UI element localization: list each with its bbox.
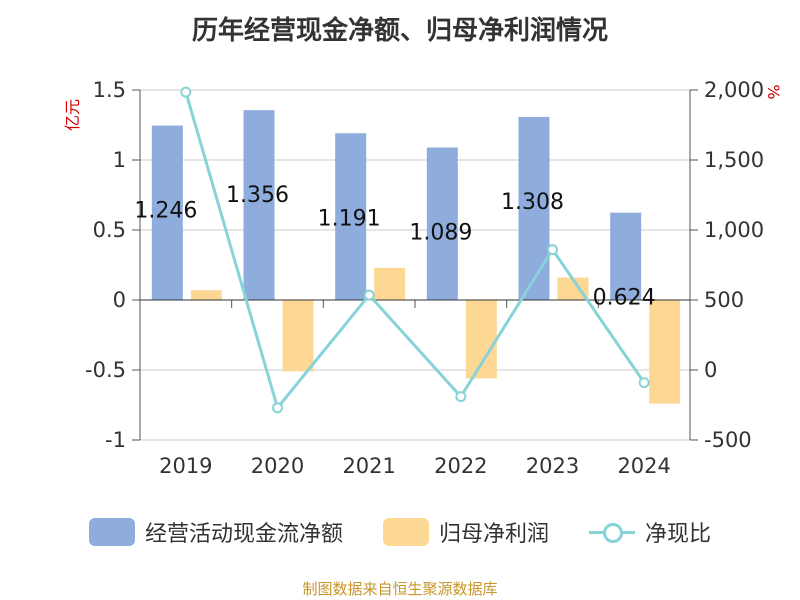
x-axis-tick-label-2022: 2022 [434, 454, 487, 478]
bar-ocf-2020 [243, 110, 275, 300]
bar-net-profit-2019 [190, 290, 222, 300]
point-ratio-2022 [455, 391, 467, 403]
bar-net-profit-2020 [282, 300, 314, 372]
right-axis-tick-label: 0 [704, 358, 717, 382]
legend-label-net-profit: 归母净利润 [438, 522, 549, 547]
bar-ocf-2024 [610, 212, 642, 300]
x-axis-tick-label-2024: 2024 [617, 454, 670, 478]
left-axis-tick-label: 1.5 [93, 78, 126, 102]
right-axis-tick-label: 500 [704, 288, 744, 312]
legend-item-net-profit[interactable]: 归母净利润 [382, 516, 549, 548]
data-label-ocf-2023: 1.308 [501, 190, 564, 215]
bar-net-profit-2022 [465, 300, 497, 379]
x-axis-tick-label-2021: 2021 [342, 454, 395, 478]
left-axis-tick-label: 1 [113, 148, 126, 172]
data-label-ocf-2019: 1.246 [134, 199, 197, 224]
point-ratio-2021 [363, 289, 375, 301]
legend-item-ocf[interactable]: 经营活动现金流净额 [88, 516, 343, 548]
legend-label-ratio: 净现比 [645, 522, 712, 547]
line-ratio [184, 91, 646, 411]
chart-title: 历年经营现金净额、归母净利润情况 [191, 16, 608, 46]
bar-ocf-2021 [335, 133, 367, 300]
point-ratio-2024 [638, 377, 650, 389]
bar-net-profit-2021 [374, 267, 406, 300]
chart-legend: 经营活动现金流净额 归母净利润 净现比 [0, 516, 800, 548]
data-label-ocf-2021: 1.191 [318, 206, 381, 231]
bar-ocf-2023 [518, 116, 550, 300]
right-axis-tick-label: 2,000 [704, 78, 764, 102]
point-ratio-2023 [547, 244, 558, 256]
legend-swatch-ocf [88, 518, 135, 546]
bar-net-profit-2024 [649, 300, 681, 404]
x-axis-tick-label-2023: 2023 [526, 454, 579, 478]
x-axis-tick-label-2019: 2019 [159, 454, 212, 478]
right-axis-tick-label: 1,500 [704, 148, 764, 172]
data-label-ocf-2024: 0.624 [593, 286, 656, 311]
legend-label-ocf: 经营活动现金流净额 [144, 522, 343, 547]
legend-swatch-ratio [589, 518, 635, 546]
x-axis-tick-label-2020: 2020 [251, 454, 304, 478]
legend-swatch-net-profit [382, 518, 429, 546]
left-axis-tick-label: -0.5 [85, 358, 126, 382]
bar-net-profit-2023 [557, 277, 589, 300]
data-label-ocf-2020: 1.356 [226, 183, 289, 208]
left-axis-tick-label: 0 [113, 288, 126, 312]
right-axis-unit: % [764, 84, 783, 99]
bar-ocf-2022 [426, 147, 458, 300]
right-axis-tick-label: -500 [704, 428, 752, 452]
source-note: 制图数据来自恒生聚源数据库 [302, 580, 498, 598]
point-ratio-2019 [180, 86, 192, 98]
bar-ocf-2019 [151, 125, 183, 300]
legend-item-ratio[interactable]: 净现比 [589, 516, 711, 548]
point-ratio-2020 [272, 402, 283, 414]
right-axis-tick-label: 1,000 [704, 218, 764, 242]
data-label-ocf-2022: 1.089 [409, 221, 472, 246]
left-axis-tick-label: -1 [105, 428, 126, 452]
left-axis-tick-label: 0.5 [93, 218, 126, 242]
left-axis-unit: 亿元 [63, 99, 82, 131]
